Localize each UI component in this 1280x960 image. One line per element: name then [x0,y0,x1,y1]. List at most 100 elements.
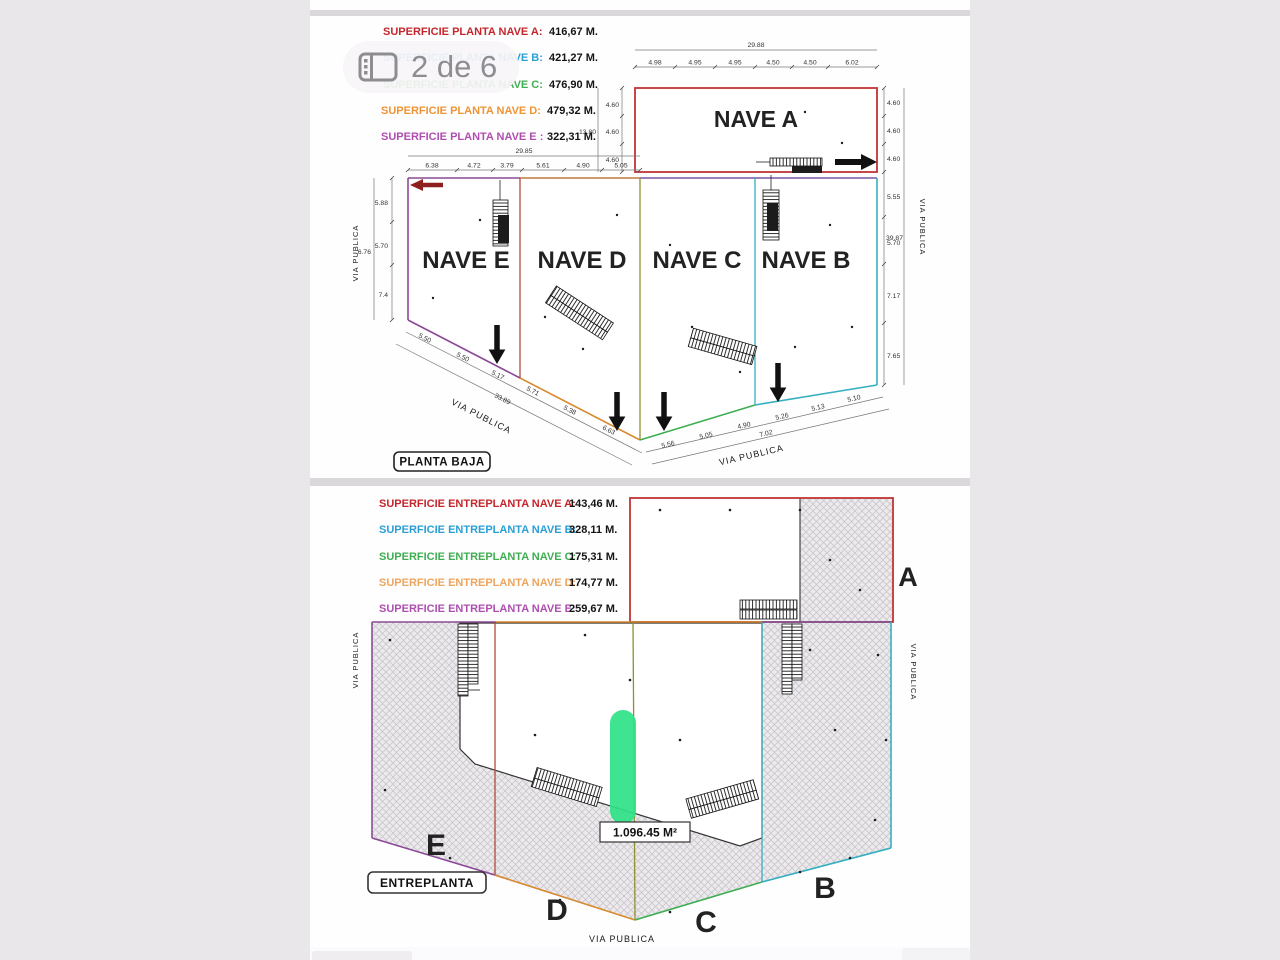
surface-line-label: SUPERFICIE ENTREPLANTA NAVE A: [379,498,576,510]
dim-label: 4.60 [887,100,900,107]
dim-label: 39.87 [886,235,903,242]
dim-label: 5.70 [375,243,388,250]
street-label: VIA PUBLICA [589,934,655,944]
dim-label: 4.95 [728,60,741,67]
dim-label: 6.76 [358,249,371,256]
survey-dots [431,110,854,374]
dim-label: 7.4 [379,292,389,299]
dim-label: 3.79 [500,163,513,170]
unit-label-nave-d: NAVE D [538,247,627,274]
street-label: VIA PUBLICA [909,644,918,701]
dim-label: 5.56 [661,440,676,450]
surface-line: SUPERFICIE PLANTA NAVE D: 479,32 M. [381,105,596,117]
entreplanta-borders [371,621,892,921]
stairs-nave-d [544,285,614,341]
unit-letter-b: B [814,872,836,905]
entreplanta-drawing: 1.096.45 M² A E D C B VIA PUBLICA VIA PU… [351,497,918,944]
stairs-nave-e [492,180,509,247]
dim-label: 4.90 [576,163,589,170]
stairs-lower-right [685,779,760,819]
street-label: VIA PUBLICA [918,199,927,256]
surface-line-value: 328,11 M. [569,524,618,536]
dim-label: 4.60 [887,128,900,135]
dim-label: 6.38 [425,163,438,170]
surface-line: SUPERFICIE ENTREPLANTA NAVE D: 174,77 M. [379,577,618,589]
plan-title: ENTREPLANTA [380,876,474,890]
dim-label: 4.60 [606,129,619,136]
plan-title-box: PLANTA BAJA [393,451,491,472]
surface-line: SUPERFICIE ENTREPLANTA NAVE E: 259,67 M. [379,603,618,615]
surface-line-label: SUPERFICIE PLANTA NAVE A: [383,26,543,38]
dim-label: 29.88 [747,42,764,49]
gallery-counter-badge: 2 de 6 [343,41,520,93]
surface-line-value: 416,67 M. [549,26,598,38]
dim-label: 13.80 [579,129,596,136]
surface-line-label: SUPERFICIE ENTREPLANTA NAVE C: [379,551,577,563]
stairs-upper-left [457,623,480,697]
dim-label: 4.95 [688,60,701,67]
surface-line: SUPERFICIE ENTREPLANTA NAVE B: 328,11 M. [379,524,617,536]
next-photo-preview[interactable] [312,951,412,960]
stairs-nave-a [756,157,823,173]
dim-label: 4.90 [737,421,752,431]
next-photos-strip[interactable] [310,947,970,960]
dim-label: 4.72 [467,163,480,170]
surface-line-label: SUPERFICIE PLANTA NAVE D: [381,105,541,117]
door-arrows-down-icon [488,325,787,432]
surface-line-value: 174,77 M. [569,577,618,589]
surface-line-label: SUPERFICIE ENTREPLANTA NAVE D: [379,577,577,589]
surface-line: SUPERFICIE ENTREPLANTA NAVE C: 175,31 M. [379,551,618,563]
street-label: VIA PUBLICA [351,225,360,282]
survey-dots [383,508,888,914]
dim-label: 7.02 [759,429,774,439]
stairs-upper-right [781,623,803,695]
dim-label: 4.60 [606,157,619,164]
surface-line-label: SUPERFICIE PLANTA NAVE E : [381,131,544,143]
dim-label: 5.13 [811,403,826,413]
unit-label-nave-c: NAVE C [653,247,742,274]
unit-letter-e: E [426,829,446,862]
dim-label: 5.70 [887,240,900,247]
unit-label-nave-e: NAVE E [422,247,510,274]
dim-label: 5.50 [455,352,470,364]
stairs-nave-c [687,327,758,366]
dim-label: 5.17 [490,370,505,382]
stairs-nave-b [762,175,780,241]
dim-label: 5.55 [887,194,900,201]
dim-label: 5.26 [775,412,790,422]
dim-label: 4.60 [606,102,619,109]
nave-a-outline [634,87,878,173]
dim-label: 7.17 [887,293,900,300]
gallery-count-icon [358,52,398,82]
surface-line-value: 479,32 M. [547,105,596,117]
prev-photo-edge[interactable] [310,0,970,10]
surface-line-value: 421,27 M. [549,52,598,64]
dimension-ticks [389,64,887,388]
dim-label: 4.50 [766,60,779,67]
unit-label-nave-b: NAVE B [762,247,851,274]
exit-arrow-right-icon [835,154,877,170]
surface-line-label: SUPERFICIE ENTREPLANTA NAVE B: [379,524,577,536]
dim-label: 29.85 [515,148,532,155]
hall-borders [407,177,878,441]
dim-label: 4.60 [887,156,900,163]
gallery-counter-label: 2 de 6 [411,49,498,84]
next-photo-preview[interactable] [902,948,970,960]
dim-label: 4.50 [803,60,816,67]
photo-gap [310,10,970,16]
dim-label: 4.98 [648,60,661,67]
unit-label-nave-a: NAVE A [714,106,798,132]
surface-line-label: SUPERFICIE ENTREPLANTA NAVE E: [379,603,576,615]
street-label: VIA PUBLICA [351,632,360,689]
dim-label: 5.10 [847,394,862,404]
dim-label: 5.50 [417,333,432,345]
dim-label: 7.65 [887,353,900,360]
dim-label: 33.89 [493,393,512,407]
unit-letter-d: D [546,894,568,927]
dim-label: 5.88 [375,200,388,207]
photo-gap [310,478,970,486]
stairs-lower-left [530,766,603,807]
surface-line-value: 476,90 M. [549,79,598,91]
surface-line-value: 175,31 M. [569,551,618,563]
